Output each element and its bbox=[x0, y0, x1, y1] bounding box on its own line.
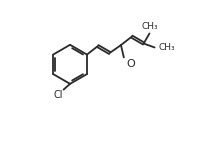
Text: CH₃: CH₃ bbox=[142, 22, 159, 31]
Text: CH₃: CH₃ bbox=[159, 43, 176, 52]
Text: Cl: Cl bbox=[53, 90, 63, 100]
Text: O: O bbox=[126, 59, 135, 69]
